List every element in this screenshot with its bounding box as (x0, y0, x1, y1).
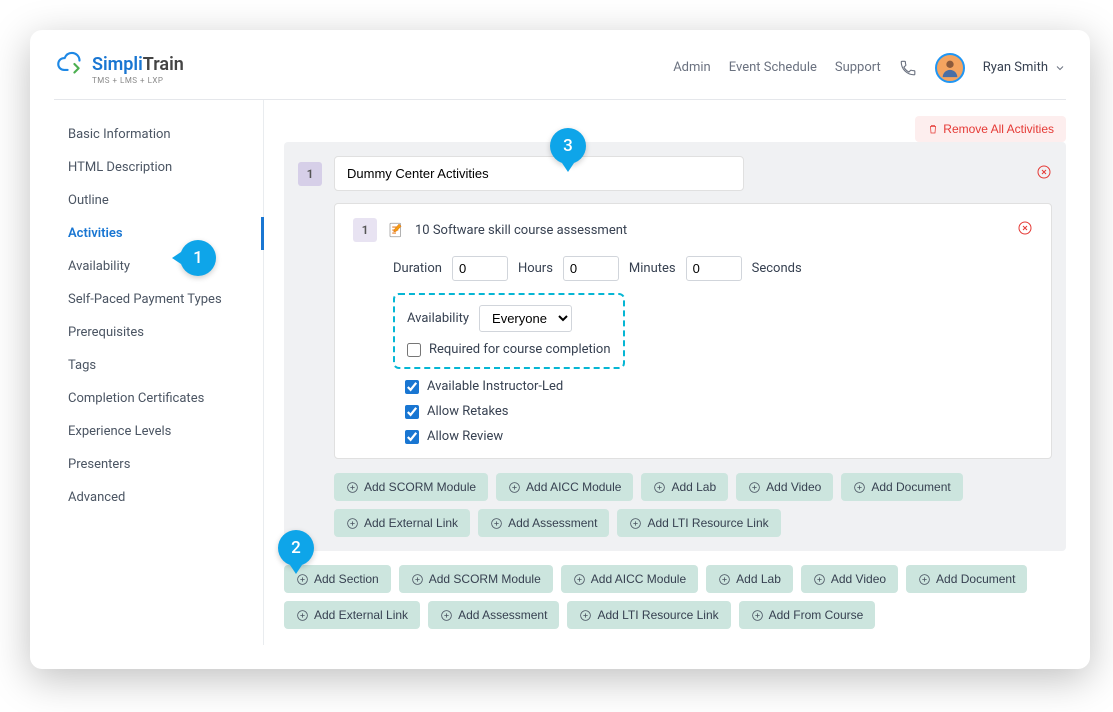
nav-support[interactable]: Support (835, 60, 881, 75)
user-menu[interactable]: Ryan Smith (983, 60, 1066, 75)
header: SimpliTrain TMS + LMS + LXP Admin Event … (30, 50, 1090, 99)
callout-3: 3 (550, 128, 586, 164)
username-label: Ryan Smith (983, 60, 1048, 75)
callout-2: 2 (278, 530, 314, 566)
add-aicc-module-button[interactable]: Add AICC Module (561, 565, 698, 593)
phone-icon[interactable] (899, 59, 917, 77)
add-video-button[interactable]: Add Video (801, 565, 898, 593)
sidebar-item-availability[interactable]: Availability (54, 250, 263, 283)
sidebar-item-completion-certificates[interactable]: Completion Certificates (54, 382, 263, 415)
nav-event-schedule[interactable]: Event Schedule (729, 60, 817, 75)
seconds-label: Seconds (752, 261, 802, 276)
inner-add-buttons: Add SCORM Module Add AICC Module Add Lab Ad… (334, 473, 1052, 537)
activity-title: 10 Software skill course assessment (415, 223, 627, 238)
required-checkbox-row[interactable]: Required for course completion (407, 342, 611, 357)
duration-label: Duration (393, 261, 442, 276)
section-number: 1 (298, 162, 322, 186)
remove-activity-button[interactable] (1017, 220, 1033, 240)
add-scorm-module-button[interactable]: Add SCORM Module (334, 473, 488, 501)
instructor-led-checkbox[interactable] (405, 380, 419, 394)
main-content: Remove All Activities 1 1 10 Software sk… (264, 100, 1066, 645)
section-title-input[interactable] (334, 156, 744, 191)
sidebar-item-outline[interactable]: Outline (54, 184, 263, 217)
outer-add-buttons: Add SectionAdd SCORM ModuleAdd AICC Modu… (284, 565, 1066, 629)
add-external-link-button[interactable]: Add External Link (334, 509, 470, 537)
seconds-input[interactable] (686, 256, 742, 281)
nav-admin[interactable]: Admin (673, 60, 711, 75)
allow-retakes-checkbox[interactable] (405, 405, 419, 419)
allow-review-label: Allow Review (427, 429, 503, 444)
avatar[interactable] (935, 53, 965, 83)
sidebar: Basic InformationHTML DescriptionOutline… (54, 100, 264, 645)
instructor-led-label: Available Instructor-Led (427, 379, 563, 394)
sidebar-item-experience-levels[interactable]: Experience Levels (54, 415, 263, 448)
add-video-button[interactable]: Add Video (736, 473, 833, 501)
minutes-label: Minutes (629, 261, 676, 276)
allow-retakes-row[interactable]: Allow Retakes (405, 404, 1033, 419)
logo[interactable]: SimpliTrain TMS + LMS + LXP (54, 50, 184, 85)
sidebar-item-presenters[interactable]: Presenters (54, 448, 263, 481)
remove-all-label: Remove All Activities (943, 122, 1054, 136)
add-document-button[interactable]: Add Document (841, 473, 962, 501)
add-external-link-button[interactable]: Add External Link (284, 601, 420, 629)
add-lti-resource-link-button[interactable]: Add LTI Resource Link (617, 509, 780, 537)
sidebar-item-html-description[interactable]: HTML Description (54, 151, 263, 184)
callout-1: 1 (180, 240, 216, 276)
instructor-led-row[interactable]: Available Instructor-Led (405, 379, 1033, 394)
trash-icon (927, 123, 939, 135)
chevron-down-icon (1054, 62, 1066, 74)
activity-number: 1 (353, 218, 377, 242)
sidebar-item-prerequisites[interactable]: Prerequisites (54, 316, 263, 349)
remove-section-button[interactable] (1036, 164, 1052, 184)
allow-retakes-label: Allow Retakes (427, 404, 509, 419)
add-assessment-button[interactable]: Add Assessment (428, 601, 559, 629)
add-assessment-button[interactable]: Add Assessment (478, 509, 609, 537)
logo-cloud-icon (54, 50, 88, 78)
availability-highlight: Availability Everyone Required for cours… (393, 293, 625, 369)
sidebar-item-activities[interactable]: Activities (54, 217, 263, 250)
availability-label: Availability (407, 311, 469, 326)
remove-all-activities-button[interactable]: Remove All Activities (915, 116, 1066, 142)
close-icon (1036, 164, 1052, 180)
minutes-input[interactable] (563, 256, 619, 281)
sidebar-item-basic-information[interactable]: Basic Information (54, 118, 263, 151)
add-scorm-module-button[interactable]: Add SCORM Module (399, 565, 553, 593)
add-lti-resource-link-button[interactable]: Add LTI Resource Link (567, 601, 730, 629)
add-from-course-button[interactable]: Add From Course (739, 601, 876, 629)
close-icon (1017, 220, 1033, 236)
assessment-icon (387, 221, 405, 239)
section-block: 1 1 10 Software skill course assessment (284, 142, 1066, 551)
hours-label: Hours (518, 261, 553, 276)
allow-review-row[interactable]: Allow Review (405, 429, 1033, 444)
activity-card: 1 10 Software skill course assessment Du… (334, 203, 1052, 459)
sidebar-item-self-paced-payment-types[interactable]: Self-Paced Payment Types (54, 283, 263, 316)
logo-text-simpli: Simpli (92, 54, 143, 75)
add-aicc-module-button[interactable]: Add AICC Module (496, 473, 633, 501)
sidebar-item-tags[interactable]: Tags (54, 349, 263, 382)
logo-text-train: Train (143, 54, 184, 75)
hours-input[interactable] (452, 256, 508, 281)
add-document-button[interactable]: Add Document (906, 565, 1027, 593)
required-label: Required for course completion (429, 342, 611, 357)
allow-review-checkbox[interactable] (405, 430, 419, 444)
availability-select[interactable]: Everyone (479, 305, 572, 332)
required-checkbox[interactable] (407, 343, 421, 357)
add-lab-button[interactable]: Add Lab (706, 565, 793, 593)
sidebar-item-advanced[interactable]: Advanced (54, 481, 263, 514)
logo-subtitle: TMS + LMS + LXP (92, 76, 184, 85)
add-lab-button[interactable]: Add Lab (641, 473, 728, 501)
